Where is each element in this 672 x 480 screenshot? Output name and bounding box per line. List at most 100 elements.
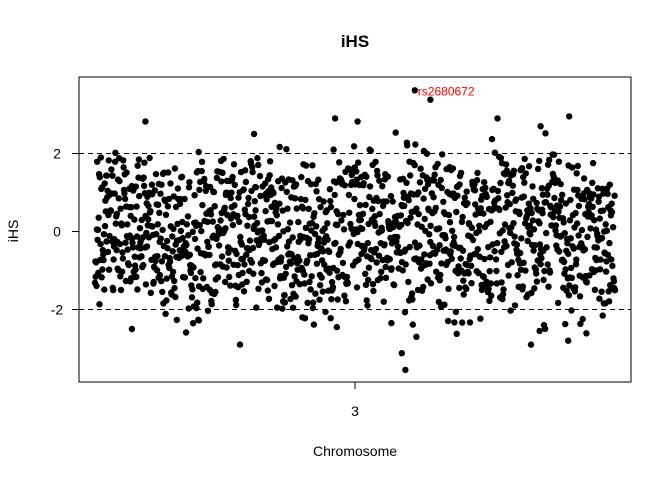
data-point — [400, 189, 407, 197]
data-point — [236, 341, 244, 348]
data-point — [541, 267, 548, 275]
data-point — [389, 198, 396, 205]
data-point — [451, 319, 458, 326]
data-point — [374, 172, 381, 179]
data-point — [365, 264, 373, 271]
data-point — [344, 280, 351, 287]
data-point — [512, 196, 520, 203]
y-tick-label: 0 — [53, 224, 61, 240]
data-point — [595, 198, 602, 205]
data-point — [116, 240, 124, 248]
data-point — [472, 201, 479, 208]
data-point — [536, 220, 543, 227]
data-point — [238, 241, 245, 248]
data-point — [545, 283, 552, 290]
data-point — [382, 274, 390, 281]
data-point — [142, 281, 150, 288]
data-point — [369, 281, 377, 288]
data-point-extreme — [388, 319, 395, 327]
data-point — [454, 192, 461, 199]
data-point — [121, 195, 129, 203]
data-point — [301, 315, 309, 322]
data-point — [159, 226, 166, 234]
data-point — [534, 165, 542, 173]
data-point — [334, 221, 341, 229]
y-tick-label: 2 — [53, 146, 61, 162]
data-point — [222, 225, 229, 232]
data-point — [438, 260, 445, 267]
data-point — [231, 202, 238, 209]
data-point — [475, 227, 483, 235]
data-point — [266, 158, 274, 165]
data-point — [192, 274, 199, 282]
data-point — [241, 261, 248, 268]
data-point — [163, 237, 171, 245]
data-point — [181, 195, 188, 203]
data-point — [543, 229, 550, 237]
data-point — [148, 181, 156, 188]
data-point — [194, 245, 201, 252]
data-point — [331, 191, 338, 199]
data-point — [446, 219, 454, 226]
data-point — [209, 218, 216, 225]
data-point — [375, 197, 382, 205]
data-point — [140, 182, 148, 189]
data-point — [562, 320, 569, 328]
data-point — [380, 298, 387, 305]
data-point-extreme — [536, 327, 543, 335]
data-point — [520, 193, 528, 200]
threshold-lines — [79, 153, 631, 310]
data-point — [273, 212, 280, 219]
data-point — [546, 156, 553, 164]
data-point — [181, 274, 189, 281]
data-point — [608, 208, 616, 216]
y-axis: -2 0 2 — [51, 146, 80, 318]
data-point — [196, 221, 203, 229]
data-point — [185, 305, 192, 312]
data-point — [265, 295, 273, 302]
data-point — [245, 194, 252, 202]
data-point — [544, 261, 551, 268]
data-point-extreme — [142, 118, 149, 125]
data-point — [110, 286, 117, 294]
data-point — [574, 186, 581, 194]
data-point — [436, 242, 443, 249]
data-point — [120, 157, 127, 164]
data-point — [166, 258, 174, 265]
data-point — [105, 157, 113, 164]
data-point — [404, 219, 411, 227]
data-point — [307, 181, 315, 188]
data-point — [124, 221, 131, 228]
data-point — [185, 184, 193, 191]
data-point — [310, 299, 317, 306]
data-point — [100, 231, 108, 238]
data-point — [510, 220, 517, 227]
data-point — [193, 304, 200, 312]
data-point — [499, 291, 507, 298]
data-point — [522, 170, 529, 177]
data-point — [317, 203, 324, 211]
data-point — [264, 287, 271, 294]
data-point — [310, 321, 318, 328]
data-point — [195, 148, 202, 156]
data-point — [533, 278, 541, 285]
data-point — [389, 224, 397, 231]
data-point-extreme — [250, 130, 258, 138]
data-point — [483, 193, 490, 201]
data-point — [361, 244, 368, 251]
data-point — [569, 164, 576, 171]
data-point — [503, 167, 510, 174]
data-point — [283, 146, 290, 153]
data-point — [315, 176, 322, 183]
data-point — [296, 257, 303, 264]
data-point — [364, 302, 371, 309]
data-point — [370, 287, 377, 295]
data-point — [118, 268, 126, 275]
data-point — [171, 284, 178, 292]
data-point — [399, 267, 406, 274]
data-point — [573, 220, 581, 227]
data-point — [365, 220, 372, 228]
data-point — [293, 205, 300, 212]
data-point — [527, 341, 535, 348]
data-point — [113, 246, 120, 254]
